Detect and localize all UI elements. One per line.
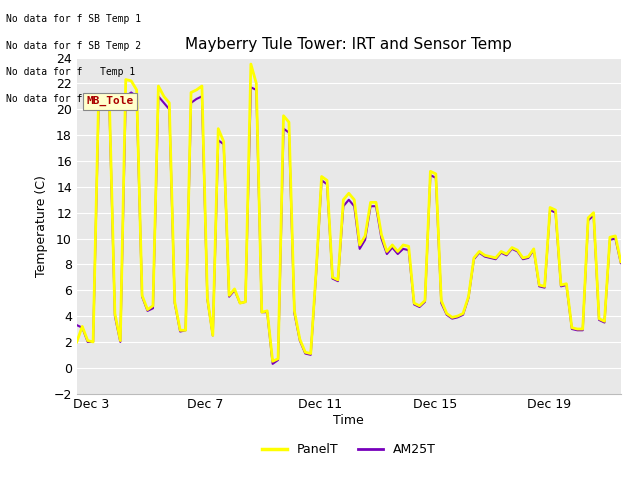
Line: PanelT: PanelT [77, 64, 621, 361]
PanelT [209, 333, 216, 338]
Y-axis label: Temperature (C): Temperature (C) [35, 175, 48, 276]
Title: Mayberry Tule Tower: IRT and Sensor Temp: Mayberry Tule Tower: IRT and Sensor Temp [186, 37, 512, 52]
PanelT [73, 339, 81, 345]
Text: MB_Tole: MB_Tole [86, 96, 134, 106]
PanelT [334, 277, 342, 283]
PanelT [111, 311, 119, 316]
AM25T [617, 260, 625, 266]
AM25T [410, 301, 418, 307]
AM25T [334, 278, 342, 284]
PanelT [410, 300, 418, 306]
AM25T [269, 361, 276, 367]
X-axis label: Time: Time [333, 414, 364, 427]
PanelT [492, 255, 500, 261]
AM25T [247, 84, 255, 90]
AM25T [73, 322, 81, 328]
Line: AM25T: AM25T [77, 87, 621, 364]
PanelT [465, 294, 472, 300]
PanelT [617, 259, 625, 264]
Legend: PanelT, AM25T: PanelT, AM25T [257, 438, 440, 461]
PanelT [247, 61, 255, 67]
Text: No data for f SB Temp 2: No data for f SB Temp 2 [6, 41, 141, 51]
Text: No data for f   Temp 2: No data for f Temp 2 [6, 94, 136, 104]
Text: No data for f SB Temp 1: No data for f SB Temp 1 [6, 14, 141, 24]
Text: No data for f   Temp 1: No data for f Temp 1 [6, 67, 136, 77]
PanelT [269, 359, 276, 364]
AM25T [492, 256, 500, 262]
AM25T [465, 295, 472, 301]
AM25T [111, 313, 119, 319]
AM25T [209, 333, 216, 338]
